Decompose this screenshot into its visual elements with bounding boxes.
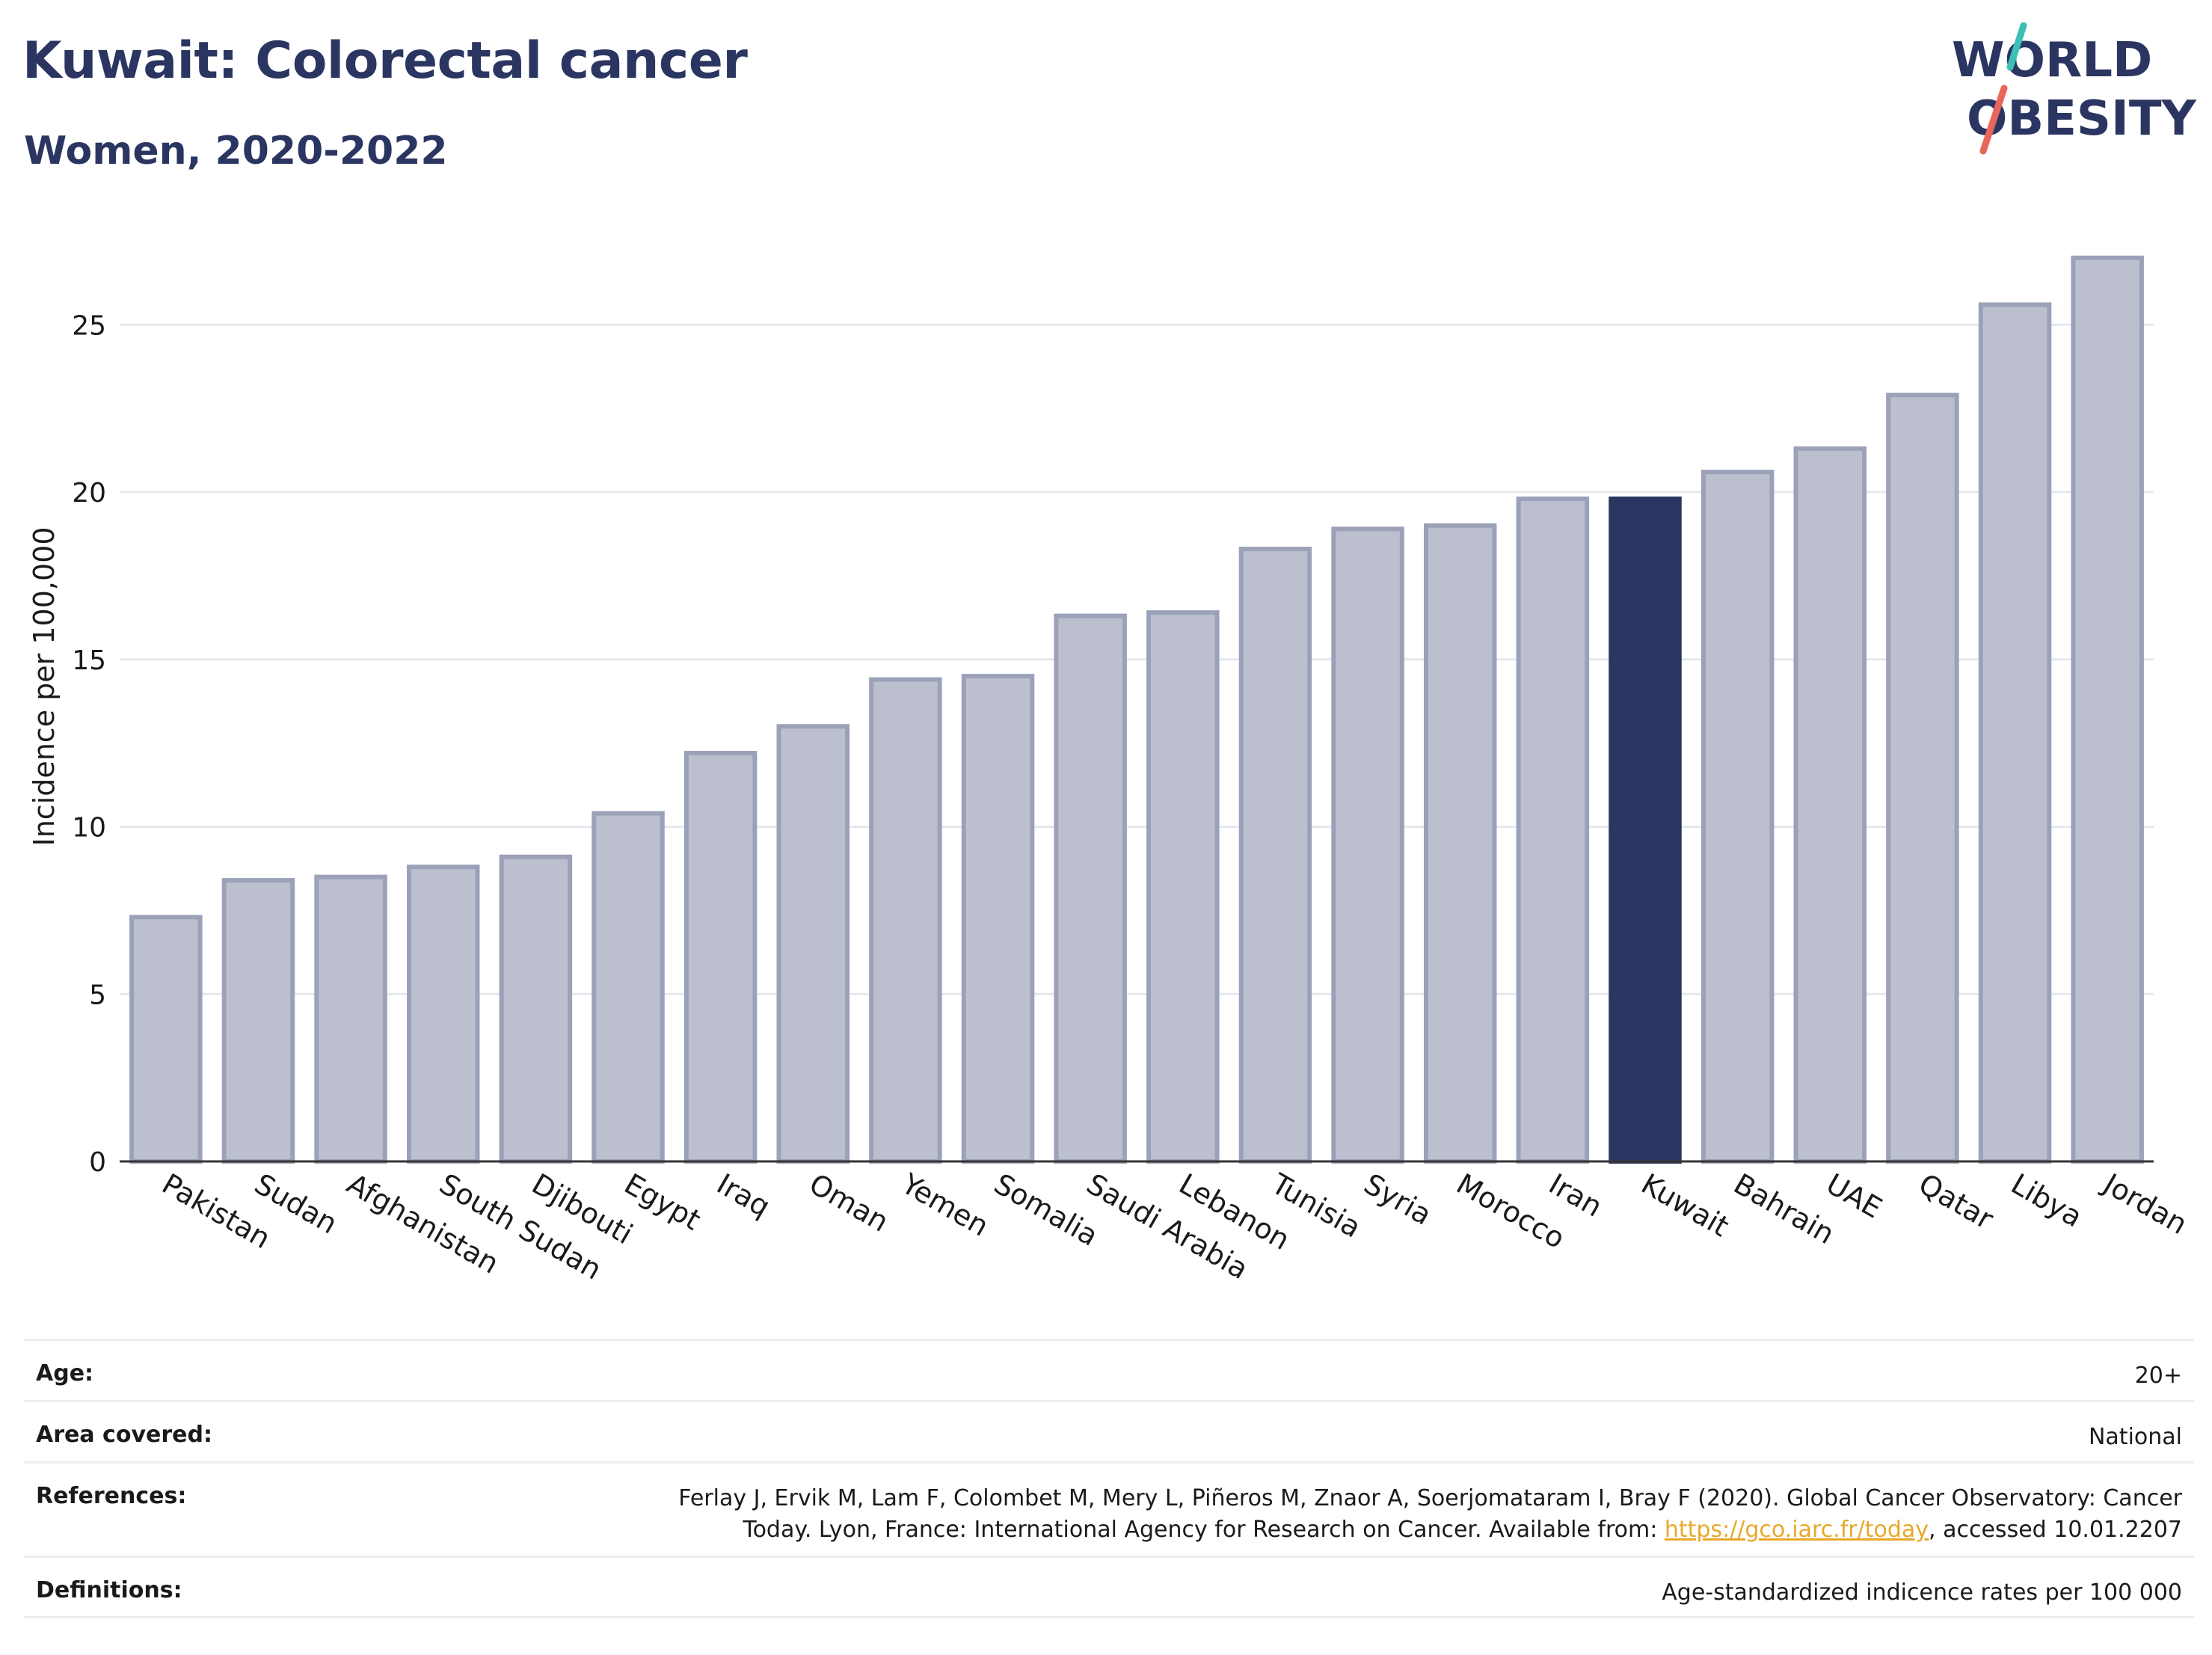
bar-qatar (1886, 393, 1959, 1164)
bar-uae (1793, 446, 1867, 1164)
y-tick-label: 0 (89, 1147, 106, 1178)
x-tick-label: Iraq (711, 1167, 775, 1223)
references-line-2a: Today. Lyon, France: International Agenc… (743, 1517, 1665, 1543)
references-value: Ferlay J, Ervik M, Lam F, Colombet M, Me… (678, 1483, 2182, 1546)
bar-tunisia (1238, 547, 1312, 1164)
x-tick-label: Qatar (1913, 1167, 1999, 1236)
references-line-2b: , accessed 10.01.2207 (1929, 1517, 2182, 1543)
bar-saudi-arabia (1054, 613, 1127, 1164)
bar-djibouti (499, 854, 573, 1164)
y-tick-label: 10 (72, 813, 106, 844)
y-tick-label: 15 (72, 645, 106, 676)
bar-kuwait (1609, 496, 1682, 1164)
bar-jordan (2071, 255, 2144, 1164)
references-line-1: Ferlay J, Ervik M, Lam F, Colombet M, Me… (678, 1485, 2182, 1511)
bar-yemen (869, 677, 942, 1164)
bar-chart: 0510152025PakistanSudanAfghanistanSouth … (28, 255, 2193, 1286)
x-tick-label: Jordan (2097, 1167, 2193, 1241)
bar-sudan (221, 878, 295, 1164)
references-label: References: (36, 1483, 187, 1509)
definitions-value: Age-standardized indicence rates per 100… (1662, 1579, 2182, 1606)
x-tick-label: Kuwait (1636, 1167, 1735, 1244)
logo-slash-red (1979, 85, 2008, 155)
bar-somalia (961, 674, 1035, 1164)
info-row-references: References: Ferlay J, Ervik M, Lam F, Co… (24, 1461, 2194, 1556)
x-tick-label: Libya (2006, 1167, 2088, 1234)
bar-lebanon (1146, 610, 1220, 1164)
y-tick-label: 25 (72, 310, 106, 341)
logo-slash-teal (2006, 22, 2027, 71)
x-tick-label: Yemen (896, 1167, 995, 1243)
age-value: 20+ (2134, 1363, 2182, 1389)
area-value: National (2088, 1424, 2182, 1450)
references-link[interactable]: https://gco.iarc.fr/today (1664, 1517, 1929, 1543)
bar-libya (1978, 302, 2052, 1164)
axes: 0510152025PakistanSudanAfghanistanSouth … (72, 310, 2193, 1286)
info-row-area: Area covered: National (24, 1400, 2194, 1461)
bar-bahrain (1701, 470, 1775, 1164)
x-tick-label: Syria (1359, 1167, 1437, 1232)
bar-south-sudan (406, 865, 480, 1164)
bar-iraq (683, 751, 758, 1164)
age-label: Age: (36, 1360, 94, 1387)
bar-syria (1331, 526, 1404, 1164)
logo-line-2: OBESITY (1967, 91, 2196, 147)
x-tick-label: Oman (804, 1167, 894, 1238)
y-tick-label: 5 (89, 980, 106, 1010)
chart-title: Kuwait: Colorectal cancer (22, 31, 748, 90)
bar-morocco (1423, 523, 1497, 1164)
bar-afghanistan (314, 874, 387, 1164)
y-axis-label: Incidence per 100,000 (28, 526, 61, 846)
bars (129, 255, 2144, 1164)
bar-iran (1516, 496, 1590, 1164)
y-tick-label: 20 (72, 478, 106, 509)
info-row-age: Age: 20+ (24, 1339, 2194, 1400)
info-row-definitions: Definitions: Age-standardized indicence … (24, 1556, 2194, 1618)
x-tick-label: Iran (1543, 1167, 1608, 1223)
x-tick-label: Somalia (989, 1167, 1104, 1253)
bar-oman (776, 724, 850, 1164)
bar-pakistan (129, 915, 203, 1164)
chart-subtitle: Women, 2020-2022 (24, 129, 448, 174)
world-obesity-logo: WORLD OBESITY (1952, 22, 2196, 155)
x-tick-label: Bahrain (1728, 1167, 1840, 1251)
definitions-label: Definitions: (36, 1577, 182, 1603)
logo-line-1: WORLD (1952, 33, 2152, 88)
area-label: Area covered: (36, 1422, 212, 1448)
bar-egypt (592, 811, 665, 1164)
info-table: Age: 20+ Area covered: National Referenc… (24, 1339, 2194, 1618)
